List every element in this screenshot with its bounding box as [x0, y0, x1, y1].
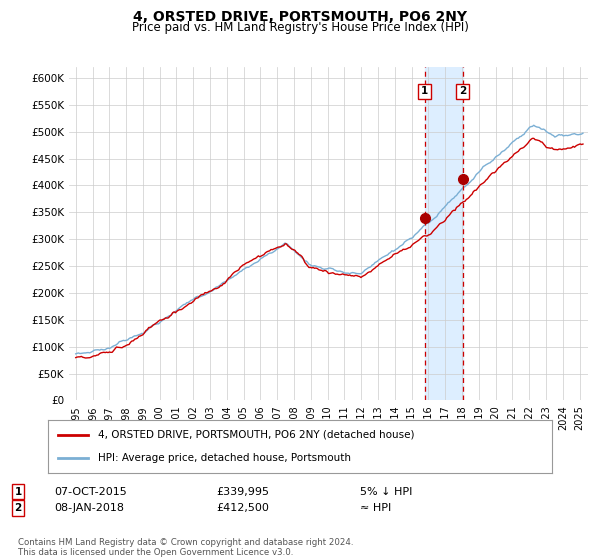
Text: 2: 2 [14, 503, 22, 513]
Text: HPI: Average price, detached house, Portsmouth: HPI: Average price, detached house, Port… [98, 453, 352, 463]
Text: 2: 2 [459, 86, 466, 96]
Bar [425, 67, 463, 400]
Text: £339,995: £339,995 [216, 487, 269, 497]
Text: 08-JAN-2018: 08-JAN-2018 [54, 503, 124, 513]
Text: 1: 1 [14, 487, 22, 497]
Text: 1: 1 [421, 86, 428, 96]
Text: 4, ORSTED DRIVE, PORTSMOUTH, PO6 2NY (detached house): 4, ORSTED DRIVE, PORTSMOUTH, PO6 2NY (de… [98, 430, 415, 440]
Text: 4, ORSTED DRIVE, PORTSMOUTH, PO6 2NY: 4, ORSTED DRIVE, PORTSMOUTH, PO6 2NY [133, 10, 467, 24]
Text: £412,500: £412,500 [216, 503, 269, 513]
Text: Contains HM Land Registry data © Crown copyright and database right 2024.
This d: Contains HM Land Registry data © Crown c… [18, 538, 353, 557]
Text: 07-OCT-2015: 07-OCT-2015 [54, 487, 127, 497]
Text: 5% ↓ HPI: 5% ↓ HPI [360, 487, 412, 497]
Text: Price paid vs. HM Land Registry's House Price Index (HPI): Price paid vs. HM Land Registry's House … [131, 21, 469, 34]
Text: ≈ HPI: ≈ HPI [360, 503, 391, 513]
